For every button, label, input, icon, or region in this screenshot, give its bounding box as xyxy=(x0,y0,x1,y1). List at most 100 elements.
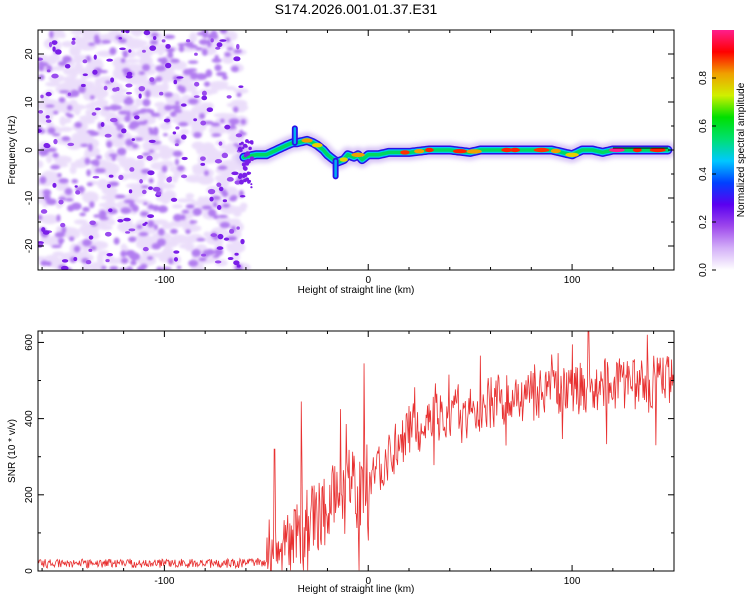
noise-spot xyxy=(217,233,224,240)
noise-blob xyxy=(39,176,47,184)
noise-spot xyxy=(234,180,241,185)
noise-blob xyxy=(120,58,126,63)
noise-blob xyxy=(211,133,222,137)
noise-blob xyxy=(130,260,137,266)
noise-blob xyxy=(176,265,182,270)
noise-blob xyxy=(198,257,207,262)
noise-spot xyxy=(144,221,148,225)
noise-blob xyxy=(221,191,229,198)
noise-blob xyxy=(103,106,113,111)
noise-spot xyxy=(88,235,94,240)
noise-blob xyxy=(73,103,81,116)
noise-blob xyxy=(231,250,241,262)
signal-speckle xyxy=(248,146,252,151)
noise-spot xyxy=(233,56,241,62)
noise-blob xyxy=(52,110,59,115)
noise-blob xyxy=(129,30,141,35)
noise-spot xyxy=(64,64,71,69)
noise-blob xyxy=(63,227,81,240)
noise-blob xyxy=(125,138,134,147)
signal-speckle xyxy=(243,166,248,171)
snr-y-tick-label: 200 xyxy=(24,486,35,503)
noise-blob xyxy=(240,118,247,125)
noise-spot xyxy=(181,156,188,161)
noise-spot xyxy=(234,252,239,256)
spectrogram-y-label: Frequency (Hz) xyxy=(7,116,18,185)
noise-blob xyxy=(228,218,241,225)
noise-blob xyxy=(42,189,51,196)
noise-blob xyxy=(38,214,43,221)
snr-x-tick-label: 0 xyxy=(365,576,371,587)
signal-speckle xyxy=(246,159,251,164)
noise-blob xyxy=(140,211,149,216)
noise-spot xyxy=(40,209,48,214)
noise-spot xyxy=(194,81,200,87)
spectrogram-y-tick-label: 0 xyxy=(24,147,35,153)
noise-spot xyxy=(115,86,120,92)
noise-blob xyxy=(196,237,206,242)
noise-blob xyxy=(185,204,195,209)
noise-blob xyxy=(213,113,233,118)
spectrogram-y-tick-label: 20 xyxy=(24,48,35,60)
noise-blob xyxy=(117,133,124,139)
noise-blob xyxy=(80,143,89,148)
noise-blob xyxy=(69,45,81,57)
signal-peak xyxy=(510,147,520,153)
signal-peak xyxy=(351,152,365,157)
noise-blob xyxy=(46,147,57,153)
noise-blob xyxy=(184,242,195,252)
noise-blob xyxy=(110,135,127,148)
noise-blob xyxy=(187,60,199,64)
noise-blob xyxy=(224,52,231,57)
noise-blob xyxy=(213,214,219,220)
noise-blob xyxy=(222,75,228,80)
noise-blob xyxy=(159,122,172,131)
noise-blob xyxy=(89,201,95,209)
noise-spot xyxy=(103,85,108,91)
noise-blob xyxy=(196,144,203,155)
noise-spot xyxy=(75,190,81,195)
noise-blob xyxy=(176,198,196,203)
noise-blob xyxy=(101,39,111,44)
noise-spot xyxy=(239,194,246,198)
noise-blob xyxy=(52,251,65,257)
noise-blob xyxy=(82,191,99,204)
noise-blob xyxy=(89,95,95,100)
noise-blob xyxy=(120,207,132,215)
noise-spot xyxy=(136,155,144,160)
noise-blob xyxy=(58,239,63,245)
signal-peak xyxy=(466,149,482,154)
noise-spot xyxy=(200,162,206,166)
noise-spot xyxy=(206,107,214,113)
noise-blob xyxy=(164,104,173,111)
noise-blob xyxy=(184,41,194,48)
noise-blob xyxy=(142,98,151,107)
snr-x-tick-label: -100 xyxy=(154,576,174,587)
noise-spot xyxy=(67,142,75,147)
noise-blob xyxy=(149,63,156,69)
noise-blob xyxy=(62,55,72,63)
noise-blob xyxy=(123,199,135,204)
noise-blob xyxy=(117,147,127,156)
spectrogram-y-tick-label: -10 xyxy=(24,190,35,205)
noise-blob xyxy=(179,128,190,136)
noise-blob xyxy=(126,50,137,59)
noise-blob xyxy=(61,136,71,142)
noise-mid xyxy=(38,30,247,270)
noise-blob xyxy=(132,143,139,149)
noise-blob xyxy=(56,214,61,222)
noise-blob xyxy=(74,219,88,225)
colorbar-tick-label: 0.8 xyxy=(698,71,709,85)
noise-blob xyxy=(174,158,180,166)
noise-blob xyxy=(161,81,169,92)
noise-blob xyxy=(185,229,191,235)
noise-blob xyxy=(226,47,234,51)
noise-spot xyxy=(236,43,240,50)
noise-blob xyxy=(152,219,169,225)
noise-blob xyxy=(214,248,224,256)
noise-blob xyxy=(90,263,99,270)
noise-blob xyxy=(172,175,179,184)
noise-blob xyxy=(157,228,165,236)
